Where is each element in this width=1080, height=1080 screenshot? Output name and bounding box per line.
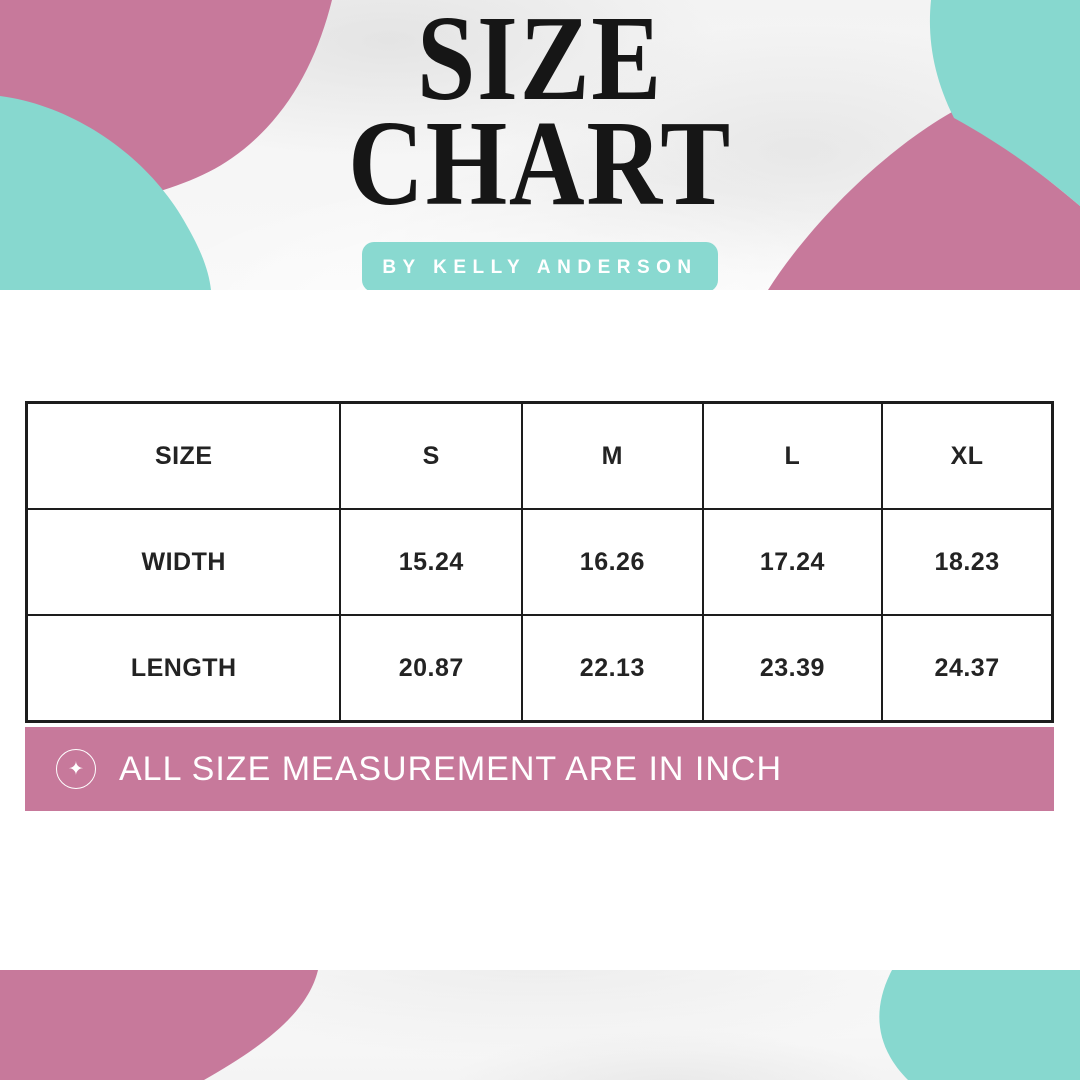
title-line-1: SIZE — [416, 0, 664, 126]
width-s: 15.24 — [339, 508, 524, 616]
length-s: 20.87 — [339, 614, 524, 723]
table-header-row: SIZE S M L XL — [25, 401, 1054, 510]
header: SIZE CHART BY KELLY ANDERSON — [0, 0, 1080, 290]
byline-badge: BY KELLY ANDERSON — [362, 242, 718, 290]
col-header-l: L — [701, 401, 884, 510]
pink-blob-bottom-left — [0, 970, 318, 1080]
col-header-size: SIZE — [25, 401, 342, 510]
table-row-width: WIDTH 15.24 16.26 17.24 18.23 — [25, 508, 1054, 616]
width-xl: 18.23 — [881, 508, 1054, 616]
col-header-s: S — [339, 401, 524, 510]
pink-blob-right — [768, 112, 1080, 290]
page-title: SIZE CHART — [0, 0, 1080, 231]
length-xl: 24.37 — [881, 614, 1054, 723]
length-l: 23.39 — [701, 614, 884, 723]
bottom-decoration — [0, 970, 1080, 1080]
width-l: 17.24 — [701, 508, 884, 616]
size-table: SIZE S M L XL WIDTH 15.24 16.26 17.24 18… — [25, 401, 1054, 723]
col-header-m: M — [521, 401, 704, 510]
title-line-2: CHART — [348, 96, 732, 231]
table-row-length: LENGTH 20.87 22.13 23.39 24.37 — [25, 614, 1054, 723]
units-banner: ✦ ALL SIZE MEASUREMENT ARE IN INCH — [25, 727, 1054, 811]
bottom-band-shapes — [0, 970, 1080, 1080]
sparkle-glyph: ✦ — [68, 758, 84, 780]
col-header-xl: XL — [881, 401, 1054, 510]
units-text: ALL SIZE MEASUREMENT ARE IN INCH — [119, 749, 783, 788]
teal-blob-top-right — [929, 0, 1080, 206]
length-m: 22.13 — [521, 614, 704, 723]
header-decoration — [0, 0, 1080, 290]
width-m: 16.26 — [521, 508, 704, 616]
sparkle-icon: ✦ — [56, 749, 96, 789]
teal-blob-bottom-right — [879, 970, 1080, 1080]
teal-blob-bottom-left — [0, 96, 211, 290]
row-label-width: WIDTH — [25, 508, 342, 616]
row-label-length: LENGTH — [25, 614, 342, 723]
